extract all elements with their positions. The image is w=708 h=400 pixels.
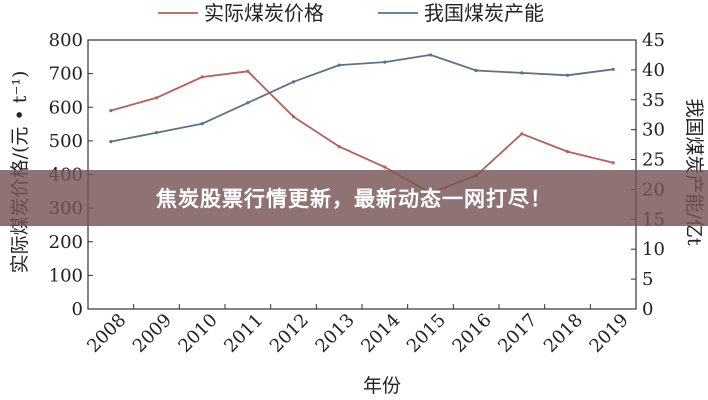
- left-y-tick-label: 100: [49, 265, 83, 286]
- data-point-capacity: [200, 122, 204, 126]
- data-point-price: [611, 161, 615, 165]
- data-point-capacity: [109, 140, 113, 144]
- x-tick-label: 2010: [174, 310, 221, 357]
- data-point-price: [337, 144, 341, 149]
- x-tick-label: 2009: [129, 310, 176, 357]
- data-point-capacity: [565, 73, 570, 77]
- legend-label: 实际煤炭价格: [204, 1, 324, 25]
- series-line-capacity: [110, 54, 614, 143]
- left-y-tick-label: 0: [72, 299, 83, 320]
- right-y-tick-label: 45: [642, 30, 665, 51]
- data-point-price: [565, 150, 570, 154]
- headline-banner: 焦炭股票行情更新，最新动态一网打尽！: [0, 170, 708, 226]
- right-y-tick-label: 5: [642, 269, 653, 290]
- right-y-tick-label: 0: [642, 299, 653, 320]
- right-y-tick-label: 40: [642, 60, 665, 81]
- right-y-tick-label: 25: [642, 150, 665, 171]
- right-y-tick-label: 35: [642, 90, 665, 111]
- data-point-capacity: [611, 67, 615, 71]
- data-point-capacity: [246, 101, 250, 105]
- x-tick-label: 2017: [494, 310, 541, 357]
- data-point-capacity: [383, 60, 387, 64]
- left-y-tick-label: 800: [49, 30, 83, 51]
- data-point-price: [246, 69, 250, 73]
- x-tick-label: 2014: [357, 310, 404, 357]
- data-point-price: [154, 96, 159, 100]
- left-y-tick-label: 600: [49, 97, 83, 118]
- x-tick-label: 2016: [448, 310, 495, 357]
- left-y-tick-label: 700: [49, 64, 83, 85]
- data-point-capacity: [520, 71, 524, 75]
- data-point-capacity: [474, 68, 478, 73]
- x-tick-label: 2013: [311, 310, 358, 357]
- data-point-price: [291, 115, 296, 119]
- right-y-tick-label: 30: [642, 120, 665, 141]
- data-point-capacity: [154, 131, 159, 135]
- x-tick-label: 2015: [403, 310, 450, 357]
- data-point-price: [520, 132, 524, 136]
- data-point-capacity: [428, 53, 433, 57]
- data-point-capacity: [291, 80, 296, 84]
- data-point-price: [200, 75, 204, 79]
- headline-text: 焦炭股票行情更新，最新动态一网打尽！: [156, 187, 552, 211]
- x-axis-title: 年份: [363, 375, 401, 397]
- left-y-tick-label: 200: [49, 232, 83, 253]
- data-point-price: [109, 109, 113, 113]
- series-layer: [109, 53, 615, 195]
- legend-label: 我国煤炭产能: [424, 1, 544, 25]
- data-point-capacity: [337, 63, 341, 67]
- left-y-tick-label: 500: [49, 131, 83, 152]
- x-axis: 2008200920102011201220132014201520162017…: [83, 304, 633, 357]
- data-point-price: [383, 165, 387, 169]
- legend: 实际煤炭价格 我国煤炭产能: [158, 1, 544, 25]
- x-tick-label: 2008: [83, 310, 130, 357]
- x-tick-label: 2019: [585, 310, 632, 357]
- x-tick-label: 2018: [540, 310, 587, 357]
- x-tick-label: 2012: [266, 310, 313, 357]
- x-tick-label: 2011: [220, 310, 267, 357]
- series-line-price: [110, 70, 614, 194]
- right-y-tick-label: 10: [642, 239, 665, 260]
